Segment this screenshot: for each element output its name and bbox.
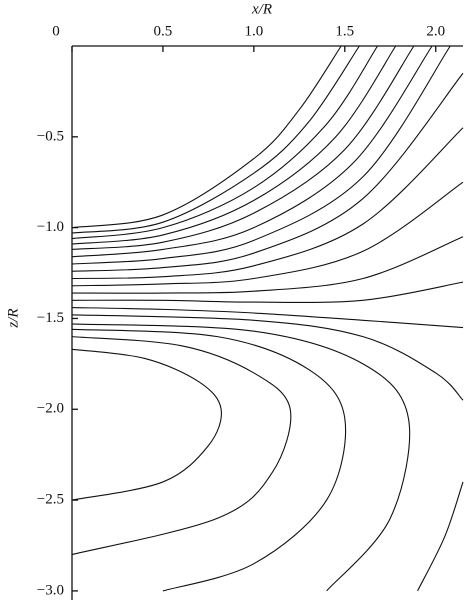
contour-line — [71, 236, 464, 294]
contour-line — [71, 181, 464, 287]
contour-line — [71, 45, 451, 265]
x-tick-label: 0.5 — [154, 23, 173, 39]
x-axis-label: x/R — [251, 1, 272, 17]
y-tick-label: −3.0 — [37, 582, 64, 598]
contour-line — [417, 481, 464, 592]
y-axis-label: z/R — [5, 308, 21, 328]
contour-line — [71, 328, 347, 592]
y-tick-label: −2.0 — [37, 401, 64, 417]
contour-line — [71, 323, 411, 592]
y-tick-label: −1.0 — [37, 219, 64, 235]
contour-line — [71, 281, 464, 304]
contour-line — [71, 45, 360, 234]
contour-line — [71, 127, 464, 280]
y-tick-label: −2.5 — [37, 492, 64, 508]
y-tick-label: −0.5 — [37, 128, 64, 144]
contour-line — [71, 336, 292, 556]
contour-line — [71, 45, 378, 240]
contour-line — [71, 348, 222, 501]
contour-line — [71, 307, 464, 329]
contour-line — [71, 45, 397, 245]
contour-line — [71, 45, 342, 229]
contour-line — [71, 45, 415, 250]
x-tick-label: 1.0 — [244, 23, 263, 39]
contour-line — [71, 45, 433, 258]
contour-line — [71, 314, 464, 401]
y-tick-label: −1.5 — [37, 310, 64, 326]
x-tick-label: 1.5 — [335, 23, 354, 39]
x-tick-label: 2.0 — [426, 23, 445, 39]
x-tick-label: 0 — [52, 23, 60, 39]
contour-line — [71, 72, 464, 272]
